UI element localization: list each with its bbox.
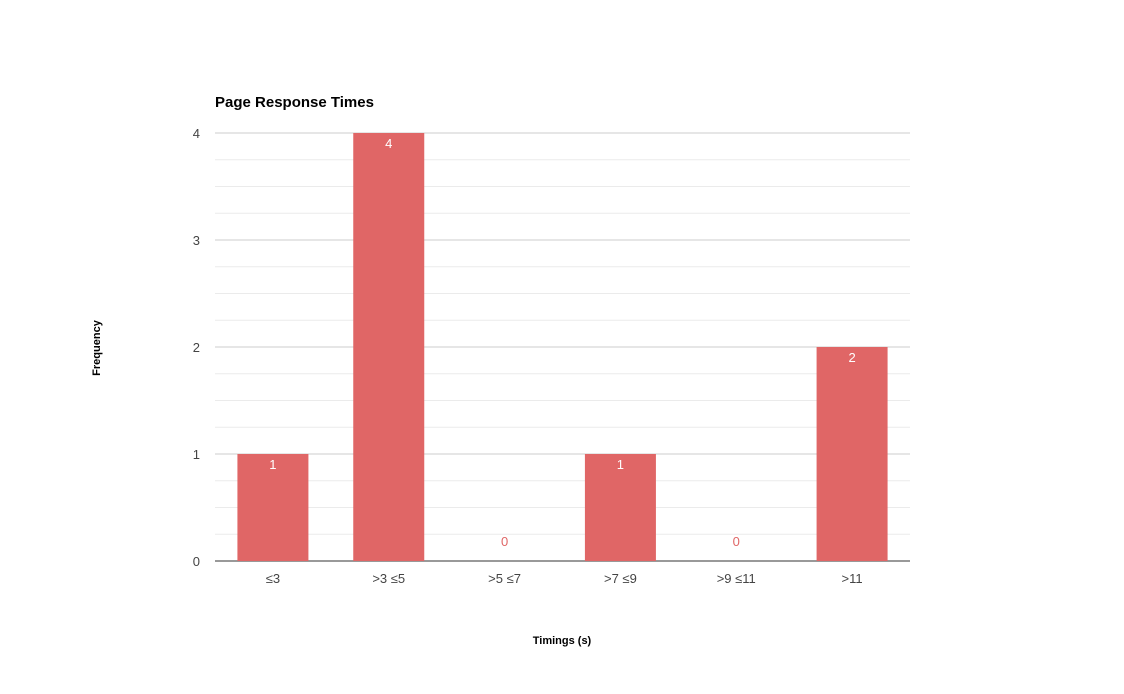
bar (584, 454, 656, 561)
bar (353, 133, 425, 561)
y-axis-title: Frequency (91, 319, 103, 376)
chart-title: Page Response Times (215, 94, 374, 111)
bar-value-label: 0 (501, 534, 508, 549)
x-tick-label: >5 ≤7 (488, 571, 521, 586)
bar (816, 347, 888, 561)
gridlines (215, 132, 910, 562)
bar-value-label: 1 (617, 457, 624, 472)
y-tick-label: 3 (193, 233, 200, 248)
x-tick-label: >11 (842, 571, 863, 586)
x-tick-label: >3 ≤5 (372, 571, 405, 586)
bar-value-label: 4 (385, 136, 392, 151)
y-tick-label: 1 (193, 447, 200, 462)
y-tick-label: 0 (193, 554, 200, 569)
y-tick-label: 2 (193, 340, 200, 355)
y-tick-label: 4 (193, 126, 200, 141)
data-labels: 1 4 0 1 0 2 (269, 136, 855, 549)
bar-value-label: 1 (269, 457, 276, 472)
x-axis-title: Timings (s) (533, 635, 592, 647)
bar-value-label: 2 (848, 350, 855, 365)
bar-value-label: 0 (733, 534, 740, 549)
bar (237, 454, 309, 561)
x-tick-label: >9 ≤11 (717, 571, 756, 586)
x-tick-label: ≤3 (266, 571, 280, 586)
tick-labels: 0 1 2 3 4 ≤3 >3 ≤5 >5 ≤7 >7 ≤9 >9 ≤11 >11 (193, 126, 863, 586)
bars-group (237, 133, 888, 561)
x-tick-label: >7 ≤9 (604, 571, 637, 586)
